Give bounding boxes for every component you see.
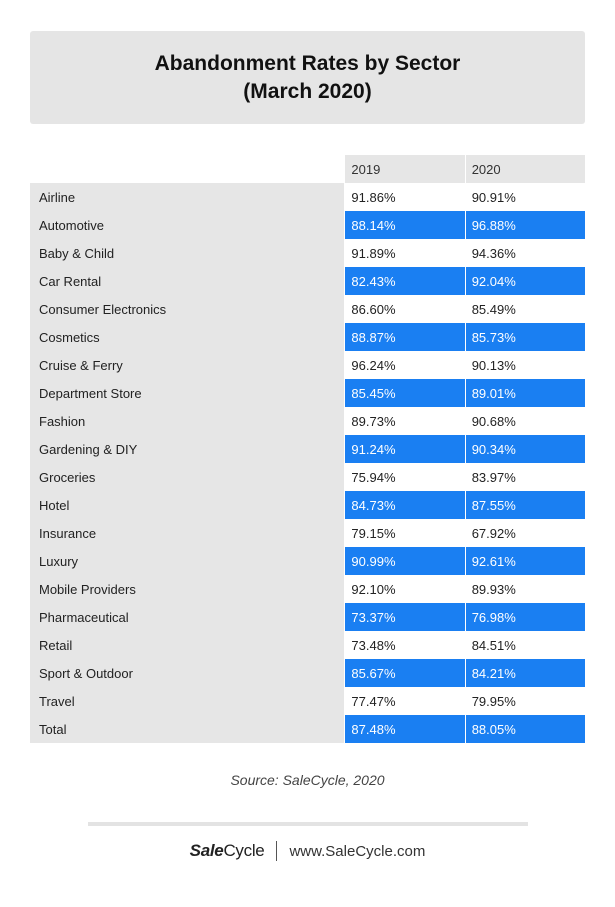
abandonment-table: 2019 2020 Airline 91.86% 90.91% Automotive 8…	[30, 155, 585, 743]
column-header-2019: 2019	[344, 155, 466, 183]
row-label: Insurance	[30, 519, 345, 547]
row-label: Hotel	[30, 491, 345, 519]
row-label: Airline	[30, 183, 345, 211]
value-cell-2019: 73.37%	[344, 603, 466, 631]
value-cell-2019: 92.10%	[344, 575, 466, 603]
table-row: Consumer Electronics 86.60% 85.49%	[30, 295, 585, 323]
chart-subtitle: (March 2020)	[243, 79, 372, 103]
value-cell-2020: 84.51%	[464, 631, 585, 659]
table-row: Baby & Child 91.89% 94.36%	[30, 239, 585, 267]
row-label: Baby & Child	[30, 239, 345, 267]
table-body: Airline 91.86% 90.91% Automotive 88.14% 96.88…	[30, 183, 585, 743]
row-label: Retail	[30, 631, 345, 659]
footer-divider	[88, 822, 528, 826]
value-cell-2019: 87.48%	[344, 715, 466, 743]
footer: SaleCycle www.SaleCycle.com	[0, 838, 615, 864]
value-cell-2020: 89.93%	[464, 575, 585, 603]
table-row: Luxury 90.99% 92.61%	[30, 547, 585, 575]
value-cell-2020: 87.55%	[464, 491, 585, 519]
value-cell-2020: 67.92%	[464, 519, 585, 547]
table-row: Cruise & Ferry 96.24% 90.13%	[30, 351, 585, 379]
chart-title-box: Abandonment Rates by Sector (March 2020)	[30, 31, 585, 124]
row-label: Department Store	[30, 379, 345, 407]
source-note: Source: SaleCycle, 2020	[230, 772, 385, 788]
header-blank-cell	[30, 155, 345, 183]
value-cell-2019: 88.14%	[344, 211, 466, 239]
value-cell-2020: 84.21%	[464, 659, 585, 687]
row-label: Car Rental	[30, 267, 345, 295]
value-cell-2019: 75.94%	[344, 463, 466, 491]
row-label: Sport & Outdoor	[30, 659, 345, 687]
value-cell-2020: 90.68%	[464, 407, 585, 435]
table-row: Retail 73.48% 84.51%	[30, 631, 585, 659]
value-cell-2019: 84.73%	[344, 491, 466, 519]
value-cell-2020: 89.01%	[464, 379, 585, 407]
value-cell-2020: 88.05%	[464, 715, 585, 743]
chart-title: Abandonment Rates by Sector	[154, 51, 461, 75]
value-cell-2019: 86.60%	[344, 295, 466, 323]
value-cell-2019: 91.89%	[344, 239, 466, 267]
value-cell-2020: 94.36%	[464, 239, 585, 267]
table-row: Cosmetics 88.87% 85.73%	[30, 323, 585, 351]
table-row: Total 87.48% 88.05%	[30, 715, 585, 743]
value-cell-2020: 83.97%	[464, 463, 585, 491]
table-row: Department Store 85.45% 89.01%	[30, 379, 585, 407]
table-row: Insurance 79.15% 67.92%	[30, 519, 585, 547]
table-row: Sport & Outdoor 85.67% 84.21%	[30, 659, 585, 687]
row-label: Total	[30, 715, 345, 743]
table-row: Mobile Providers 92.10% 89.93%	[30, 575, 585, 603]
row-label: Fashion	[30, 407, 345, 435]
table-row: Travel 77.47% 79.95%	[30, 687, 585, 715]
value-cell-2020: 79.95%	[464, 687, 585, 715]
value-cell-2019: 91.86%	[344, 183, 466, 211]
table-row: Car Rental 82.43% 92.04%	[30, 267, 585, 295]
logo-cycle-text: Cycle	[223, 841, 265, 860]
value-cell-2019: 85.67%	[344, 659, 466, 687]
value-cell-2019: 96.24%	[344, 351, 466, 379]
value-cell-2019: 82.43%	[344, 267, 466, 295]
value-cell-2020: 76.98%	[464, 603, 585, 631]
table-row: Airline 91.86% 90.91%	[30, 183, 585, 211]
row-label: Gardening & DIY	[30, 435, 345, 463]
value-cell-2020: 92.04%	[464, 267, 585, 295]
logo-sale-text: Sale	[189, 841, 224, 860]
table-row: Fashion 89.73% 90.68%	[30, 407, 585, 435]
value-cell-2020: 90.34%	[464, 435, 585, 463]
row-label: Mobile Providers	[30, 575, 345, 603]
row-label: Luxury	[30, 547, 345, 575]
value-cell-2019: 88.87%	[344, 323, 466, 351]
value-cell-2019: 79.15%	[344, 519, 466, 547]
table-header-row: 2019 2020	[30, 155, 585, 183]
table-row: Groceries 75.94% 83.97%	[30, 463, 585, 491]
value-cell-2020: 92.61%	[464, 547, 585, 575]
column-header-2020: 2020	[464, 155, 585, 183]
footer-url: www.SaleCycle.com	[289, 842, 426, 860]
value-cell-2020: 90.91%	[464, 183, 585, 211]
table-row: Gardening & DIY 91.24% 90.34%	[30, 435, 585, 463]
table-row: Automotive 88.14% 96.88%	[30, 211, 585, 239]
row-label: Pharmaceutical	[30, 603, 345, 631]
value-cell-2019: 89.73%	[344, 407, 466, 435]
value-cell-2019: 85.45%	[344, 379, 466, 407]
row-label: Automotive	[30, 211, 345, 239]
value-cell-2020: 85.73%	[464, 323, 585, 351]
value-cell-2020: 85.49%	[464, 295, 585, 323]
row-label: Cruise & Ferry	[30, 351, 345, 379]
table-row: Pharmaceutical 73.37% 76.98%	[30, 603, 585, 631]
value-cell-2020: 96.88%	[464, 211, 585, 239]
salecycle-logo: SaleCycle	[190, 841, 265, 861]
table-row: Hotel 84.73% 87.55%	[30, 491, 585, 519]
value-cell-2020: 90.13%	[464, 351, 585, 379]
row-label: Cosmetics	[30, 323, 345, 351]
value-cell-2019: 77.47%	[344, 687, 466, 715]
value-cell-2019: 90.99%	[344, 547, 466, 575]
row-label: Groceries	[30, 463, 345, 491]
value-cell-2019: 73.48%	[344, 631, 466, 659]
footer-separator	[276, 841, 278, 861]
row-label: Travel	[30, 687, 345, 715]
value-cell-2019: 91.24%	[344, 435, 466, 463]
row-label: Consumer Electronics	[30, 295, 345, 323]
